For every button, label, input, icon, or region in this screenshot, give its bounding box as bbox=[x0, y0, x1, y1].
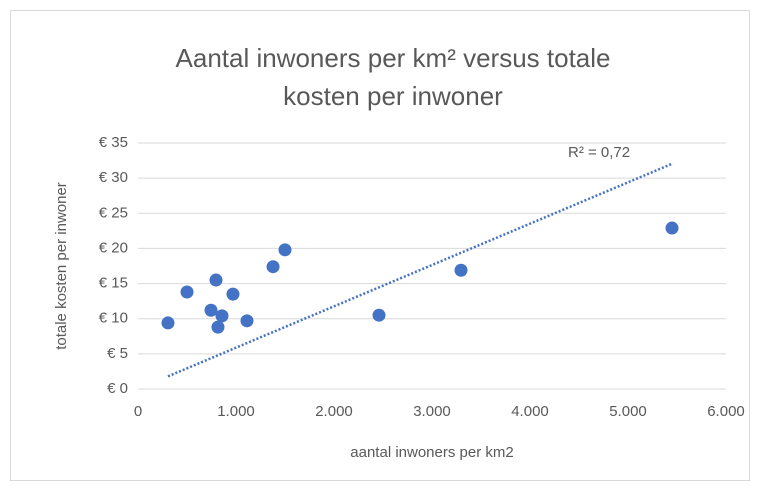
y-axis-title: totale kosten per inwoner bbox=[53, 182, 70, 350]
point bbox=[211, 320, 225, 334]
y-tick-label: € 5 bbox=[107, 345, 128, 362]
y-tick-label: € 0 bbox=[107, 380, 128, 397]
trendline-label: R² = 0,72 bbox=[568, 144, 630, 161]
x-tick-label: 2.000 bbox=[315, 403, 353, 420]
point bbox=[278, 243, 292, 257]
x-tick-label: 0 bbox=[134, 403, 142, 420]
y-tick-label: € 15 bbox=[99, 275, 128, 292]
point bbox=[215, 309, 229, 323]
point bbox=[240, 314, 254, 328]
y-tick-label: € 10 bbox=[99, 310, 128, 327]
x-tick-label: 5.000 bbox=[609, 403, 647, 420]
chart-title: Aantal inwoners per km² versus totale bbox=[176, 43, 611, 73]
point bbox=[226, 287, 240, 301]
point bbox=[266, 260, 280, 274]
x-tick-label: 1.000 bbox=[217, 403, 255, 420]
point bbox=[209, 273, 223, 287]
chart-title: kosten per inwoner bbox=[283, 81, 503, 111]
point bbox=[204, 303, 218, 317]
point bbox=[180, 285, 194, 299]
y-tick-label: € 25 bbox=[99, 204, 128, 221]
point bbox=[161, 316, 175, 330]
y-tick-label: € 20 bbox=[99, 239, 128, 256]
x-axis-title: aantal inwoners per km2 bbox=[350, 444, 513, 461]
x-tick-label: 3.000 bbox=[413, 403, 451, 420]
point bbox=[454, 263, 468, 277]
point bbox=[665, 221, 679, 235]
chart-border bbox=[10, 10, 750, 481]
x-tick-label: 4.000 bbox=[511, 403, 549, 420]
x-tick-label: 6.000 bbox=[707, 403, 745, 420]
trendline bbox=[167, 162, 674, 378]
y-tick-label: € 35 bbox=[99, 134, 128, 151]
y-tick-label: € 30 bbox=[99, 169, 128, 186]
point bbox=[372, 308, 386, 322]
